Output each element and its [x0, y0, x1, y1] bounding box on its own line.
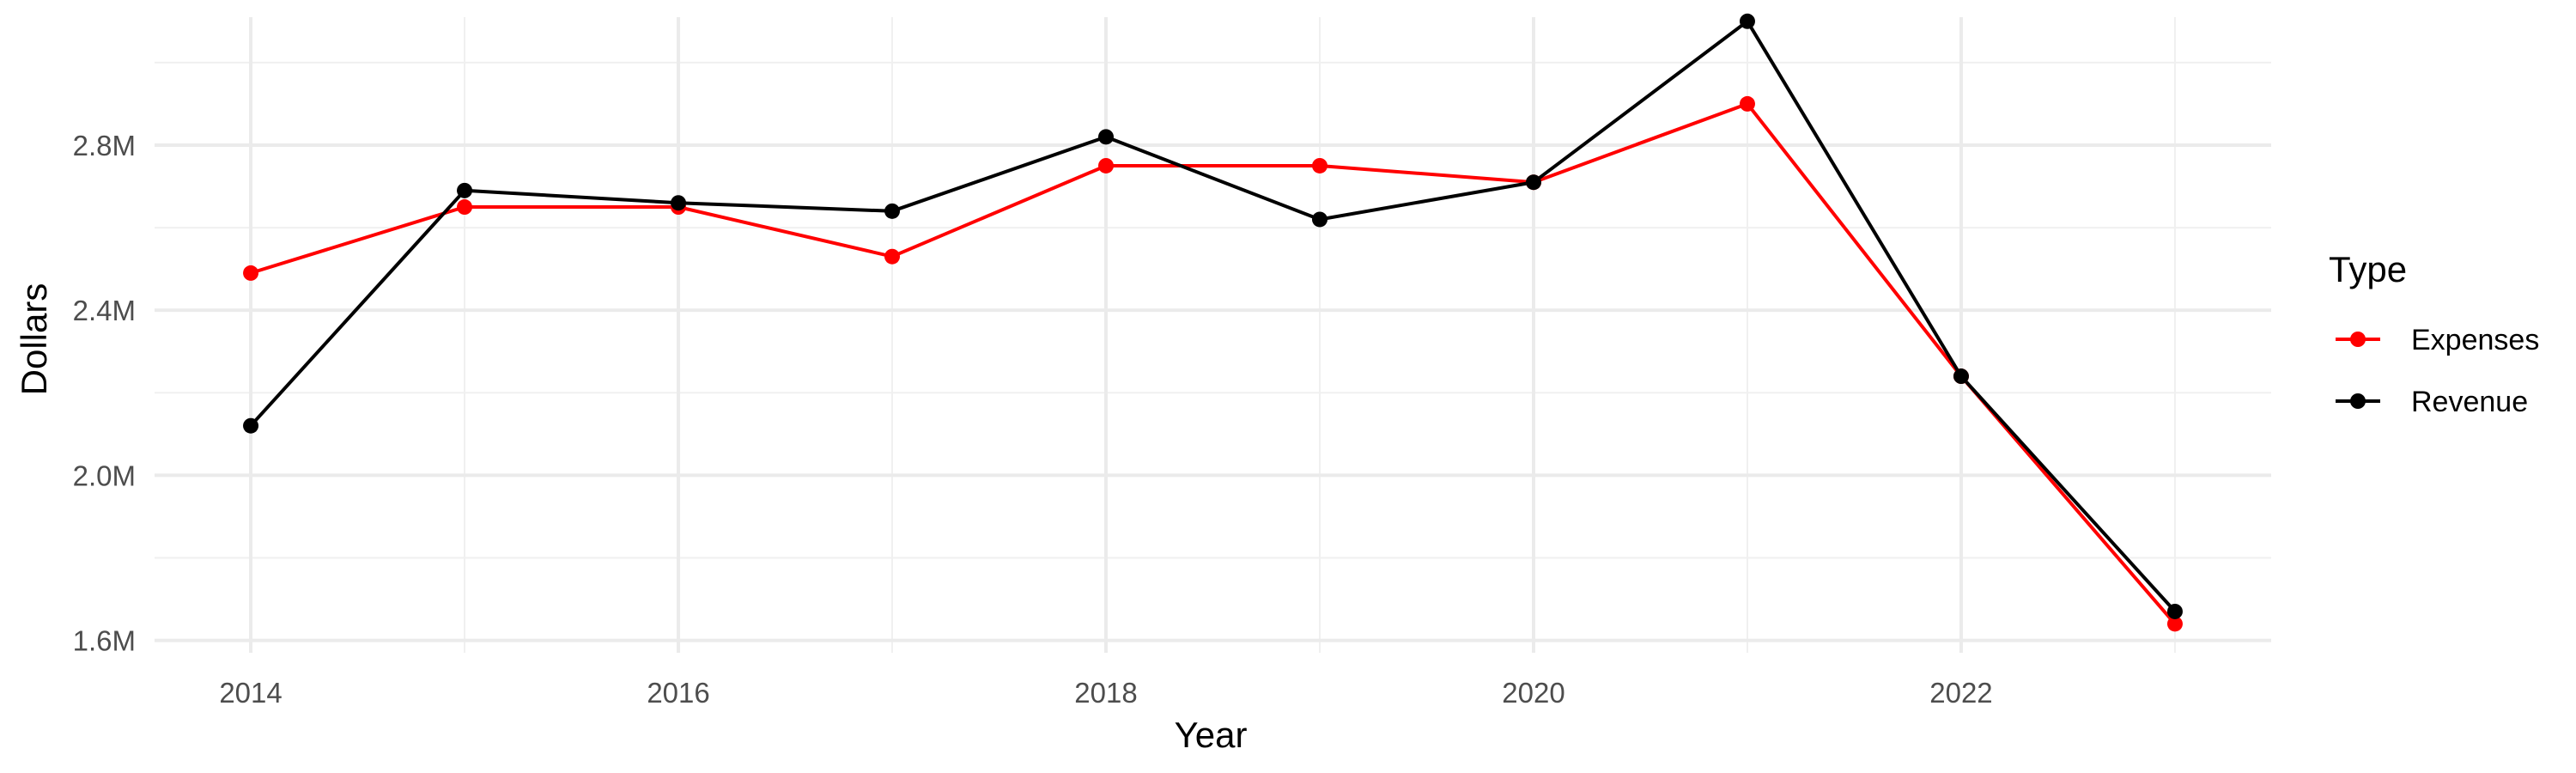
data-point-revenue	[243, 417, 259, 434]
legend-label-expenses: Expenses	[2411, 324, 2539, 356]
legend-key-point	[2350, 393, 2366, 409]
legend-item-expenses: Expenses	[2336, 324, 2539, 356]
y-tick-label: 2.0M	[73, 460, 136, 491]
grid-lines	[155, 17, 2271, 653]
legend-key-point	[2350, 332, 2366, 347]
x-tick-label: 2020	[1502, 677, 1564, 709]
data-point-expenses	[1739, 95, 1755, 112]
data-point-revenue	[2166, 603, 2183, 619]
x-tick-label: 2018	[1074, 677, 1137, 709]
data-point-revenue	[1525, 174, 1541, 191]
data-point-expenses	[1098, 157, 1115, 173]
x-tick-label: 2014	[219, 677, 282, 709]
data-point-revenue	[884, 203, 901, 219]
series-lines	[249, 19, 2177, 625]
data-point-revenue	[1739, 13, 1755, 29]
data-point-revenue	[1098, 129, 1115, 145]
series-line-expenses	[250, 101, 2177, 625]
data-point-revenue	[1953, 368, 1969, 385]
data-point-revenue	[1311, 211, 1327, 228]
data-point-expenses	[243, 265, 259, 281]
y-tick-label: 2.4M	[73, 295, 136, 326]
x-tick-label: 2022	[1929, 677, 1992, 709]
x-axis-title: Year	[1175, 715, 1248, 755]
y-tick-label: 2.8M	[73, 130, 136, 161]
legend: Type Expenses Revenue	[2329, 249, 2539, 418]
legend-items: Expenses Revenue	[2336, 324, 2539, 418]
legend-title: Type	[2329, 249, 2407, 289]
data-point-expenses	[2166, 616, 2183, 632]
x-tick-label: 2016	[647, 677, 709, 709]
legend-label-revenue: Revenue	[2411, 386, 2528, 418]
y-axis-title: Dollars	[14, 283, 54, 396]
data-point-expenses	[884, 248, 901, 265]
data-point-revenue	[671, 195, 687, 211]
data-point-expenses	[457, 199, 473, 216]
legend-item-revenue: Revenue	[2336, 386, 2528, 418]
tick-labels: 2014 2016 2018 2020 2022 1.6M 2.0M 2.4M 2.8M	[73, 130, 1993, 709]
series-line-revenue	[249, 19, 2177, 613]
y-tick-label: 1.6M	[73, 625, 136, 657]
data-point-expenses	[1311, 157, 1327, 173]
data-points	[243, 13, 2183, 632]
data-point-revenue	[457, 182, 473, 198]
